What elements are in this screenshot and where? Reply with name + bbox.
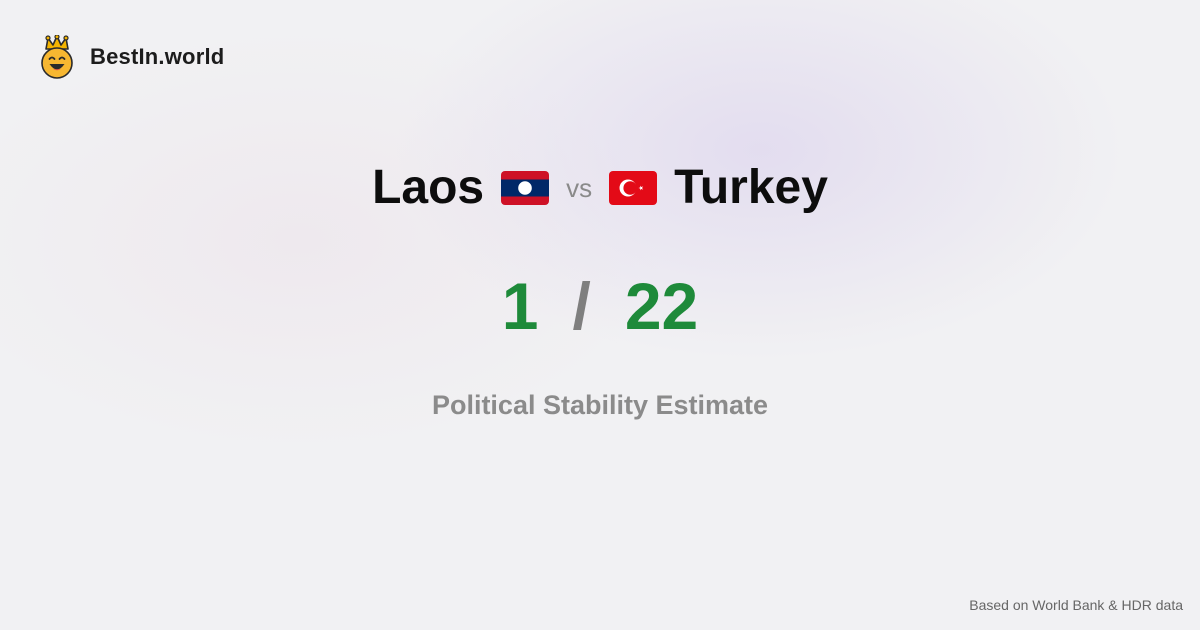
- rank-comparison: 1 / 22: [0, 268, 1200, 344]
- source-note: Based on World Bank & HDR data: [969, 597, 1183, 613]
- right-country-name[interactable]: Turkey: [674, 161, 828, 214]
- laos-flag-icon: [501, 171, 550, 205]
- brand[interactable]: BestIn.world: [38, 35, 224, 79]
- country-matchup: Laos vs Turkey: [0, 158, 1200, 218]
- turkey-flag-icon: [609, 171, 658, 205]
- vs-label: vs: [566, 173, 593, 203]
- right-rank-value: 22: [624, 269, 699, 343]
- left-country-name[interactable]: Laos: [372, 161, 485, 214]
- rank-separator: /: [572, 269, 591, 343]
- left-rank-value: 1: [501, 269, 539, 343]
- crowned-smiley-icon: [41, 35, 73, 79]
- brand-name: BestIn.world: [90, 44, 225, 69]
- metric-label: Political Stability Estimate: [431, 390, 769, 420]
